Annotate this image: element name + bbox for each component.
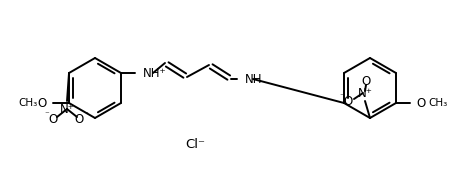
Text: CH₃: CH₃ [19, 98, 38, 108]
Text: ⁻: ⁻ [45, 111, 49, 120]
Text: NH: NH [245, 73, 262, 85]
Text: Cl⁻: Cl⁻ [185, 139, 205, 152]
Text: O: O [343, 94, 353, 107]
Text: O: O [416, 96, 425, 110]
Text: O: O [361, 74, 371, 87]
Text: NH⁺: NH⁺ [143, 66, 166, 80]
Text: O: O [74, 113, 83, 125]
Text: N⁺: N⁺ [358, 86, 372, 100]
Text: O: O [38, 96, 47, 110]
Text: ⁻: ⁻ [340, 93, 344, 102]
Text: ⁻: ⁻ [83, 111, 89, 120]
Text: CH₃: CH₃ [428, 98, 447, 108]
Text: N⁺: N⁺ [59, 103, 75, 115]
Text: O: O [48, 113, 58, 125]
